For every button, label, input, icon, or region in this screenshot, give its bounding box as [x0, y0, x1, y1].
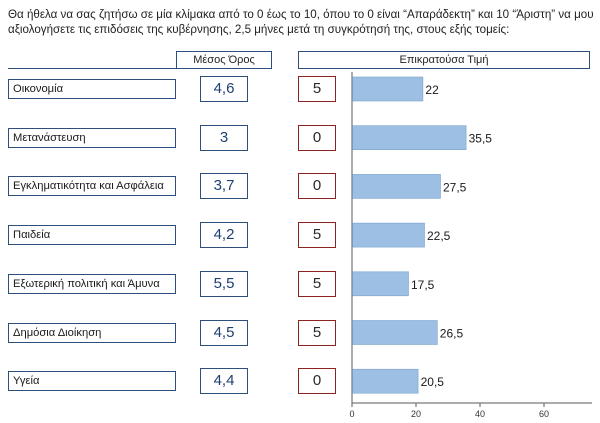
mean-value: 4,5	[200, 319, 248, 346]
mode-value: 0	[298, 124, 336, 151]
mean-value: 5,5	[200, 270, 248, 297]
bar-value-label: 22,5	[427, 229, 451, 243]
bar	[352, 271, 409, 297]
category-label: Οικονομία	[8, 79, 176, 99]
category-label: Παιδεία	[8, 225, 176, 246]
x-tick-label: 0	[349, 409, 354, 419]
bar-value-label: 20,5	[421, 375, 445, 389]
bar	[352, 320, 438, 345]
mode-value: 5	[298, 76, 336, 102]
category-label: Εξωτερική πολιτική και Άμυνα	[8, 273, 176, 294]
mode-value: 5	[298, 319, 336, 346]
bar	[352, 125, 467, 150]
x-tick-label: 20	[411, 409, 421, 419]
category-label: Μετανάστευση	[8, 127, 176, 148]
bar-value-label: 17,5	[411, 278, 435, 292]
bar-value-label: 35,5	[469, 132, 493, 146]
mean-header: Μέσος Όρος	[176, 51, 272, 69]
mode-header: Επικρατούσα Τιμή	[298, 51, 590, 69]
bar	[352, 368, 419, 394]
category-label: Εγκληματικότητα και Ασφάλεια	[8, 176, 176, 197]
category-label: Δημόσια Διοίκηση	[8, 322, 176, 343]
mean-value: 4,6	[200, 76, 248, 102]
mean-header-rule	[8, 68, 176, 69]
bar-value-label: 22	[425, 83, 439, 97]
mode-value: 5	[298, 270, 336, 297]
x-tick-label: 60	[539, 409, 549, 419]
category-label: Υγεία	[8, 371, 176, 392]
mode-value: 0	[298, 173, 336, 200]
bar-value-label: 27,5	[443, 180, 467, 194]
mean-value: 3,7	[200, 173, 248, 200]
mode-value: 5	[298, 222, 336, 249]
bar	[352, 222, 425, 248]
survey-question: Θα ήθελα να σας ζητήσω σε μία κλίμακα απ…	[8, 8, 594, 36]
mean-value: 3	[200, 124, 248, 151]
x-tick-label: 40	[475, 409, 485, 419]
mode-value: 0	[298, 368, 336, 395]
mean-value: 4,4	[200, 368, 248, 395]
bar	[352, 76, 424, 102]
bar-value-label: 26,5	[440, 327, 464, 341]
bar	[352, 174, 441, 199]
mean-value: 4,2	[200, 222, 248, 249]
